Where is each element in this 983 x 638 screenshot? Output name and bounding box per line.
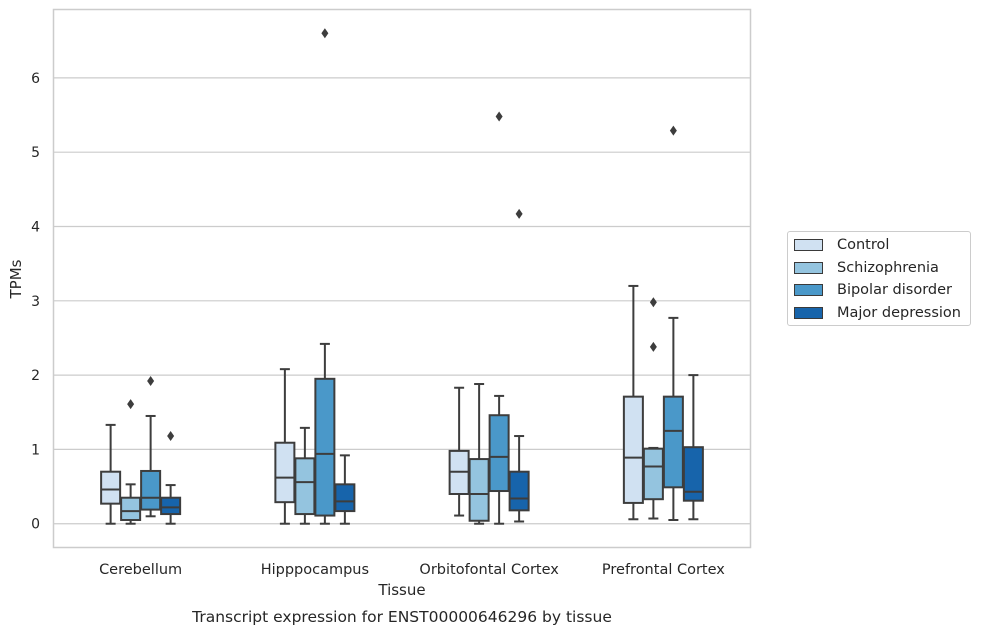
legend-item: Major depression (794, 303, 961, 323)
y-tick-label: 4 (31, 219, 40, 235)
box-iqr (120, 496, 142, 522)
legend: Control Schizophrenia Bipolar disorder Majo… (787, 231, 971, 326)
y-axis-label: TPMs (7, 259, 25, 299)
box-iqr (622, 395, 644, 504)
box-major-depression-3 (682, 374, 704, 521)
box-bipolar-disorder-0 (140, 376, 162, 518)
box-major-depression-2 (508, 208, 530, 523)
box-iqr (508, 470, 530, 512)
outlier-point (167, 431, 175, 442)
box-iqr (468, 458, 490, 522)
box-iqr (662, 395, 684, 489)
legend-item: Schizophrenia (794, 258, 939, 278)
box-iqr (488, 414, 510, 493)
legend-label: Control (837, 237, 890, 253)
box-schizophrenia-2 (468, 383, 490, 525)
outlier-point (649, 297, 657, 308)
y-tick-label: 5 (31, 145, 40, 161)
chart-title: Transcript expression for ENST0000064629… (191, 608, 612, 626)
legend-label: Schizophrenia (837, 259, 939, 276)
x-tick-label: Prefrontal Cortex (602, 562, 725, 578)
box-bipolar-disorder-1 (314, 28, 336, 525)
legend-swatch (794, 306, 823, 319)
outlier-point (669, 125, 677, 136)
outlier-point (127, 399, 135, 410)
x-tick-label: Cerebellum (99, 562, 182, 578)
outlier-point (147, 376, 155, 387)
box-iqr (274, 441, 296, 504)
box-iqr (160, 496, 182, 516)
legend-item: Control (794, 235, 889, 255)
box-iqr (682, 446, 704, 502)
box-control-0 (100, 423, 122, 525)
box-major-depression-0 (160, 431, 182, 525)
outlier-point (321, 28, 329, 39)
box-bipolar-disorder-2 (488, 111, 510, 525)
outlier-point (495, 111, 503, 122)
y-tick-label: 2 (31, 368, 40, 384)
outlier-point (649, 341, 657, 352)
box-iqr (100, 470, 122, 505)
box-iqr (294, 457, 316, 516)
legend-swatch (794, 261, 823, 274)
legend-swatch (794, 284, 823, 296)
legend-label: Bipolar disorder (837, 282, 952, 298)
box-iqr (334, 483, 356, 513)
y-tick-label: 6 (31, 71, 40, 87)
box-plots (100, 28, 704, 525)
legend-swatch (794, 239, 823, 251)
box-schizophrenia-1 (294, 426, 316, 525)
box-control-2 (448, 386, 470, 517)
x-tick-labels: Cerebellum Hipppocampus Orbitofontal Corte… (99, 562, 725, 578)
box-bipolar-disorder-3 (662, 125, 684, 522)
box-iqr (314, 377, 336, 517)
x-tick-label: Hipppocampus (261, 562, 369, 578)
legend-item: Bipolar disorder (794, 280, 952, 300)
box-schizophrenia-3 (642, 297, 664, 520)
plot-frame (52, 8, 752, 549)
box-control-3 (622, 284, 644, 521)
x-tick-label: Orbitofontal Cortex (419, 562, 559, 578)
y-tick-labels: 0 1 2 3 4 5 6 (31, 71, 40, 533)
y-tick-label: 1 (31, 442, 40, 458)
legend-label: Major depression (837, 304, 961, 321)
box-iqr (642, 447, 664, 501)
box-iqr (140, 469, 162, 511)
y-tick-label: 0 (31, 517, 40, 533)
box-major-depression-1 (334, 454, 356, 525)
x-axis-label: Tissue (377, 581, 425, 599)
box-control-1 (274, 368, 296, 525)
y-tick-label: 3 (31, 294, 40, 310)
box-schizophrenia-0 (120, 399, 142, 525)
gridlines (53, 77, 751, 525)
outlier-point (515, 208, 523, 219)
